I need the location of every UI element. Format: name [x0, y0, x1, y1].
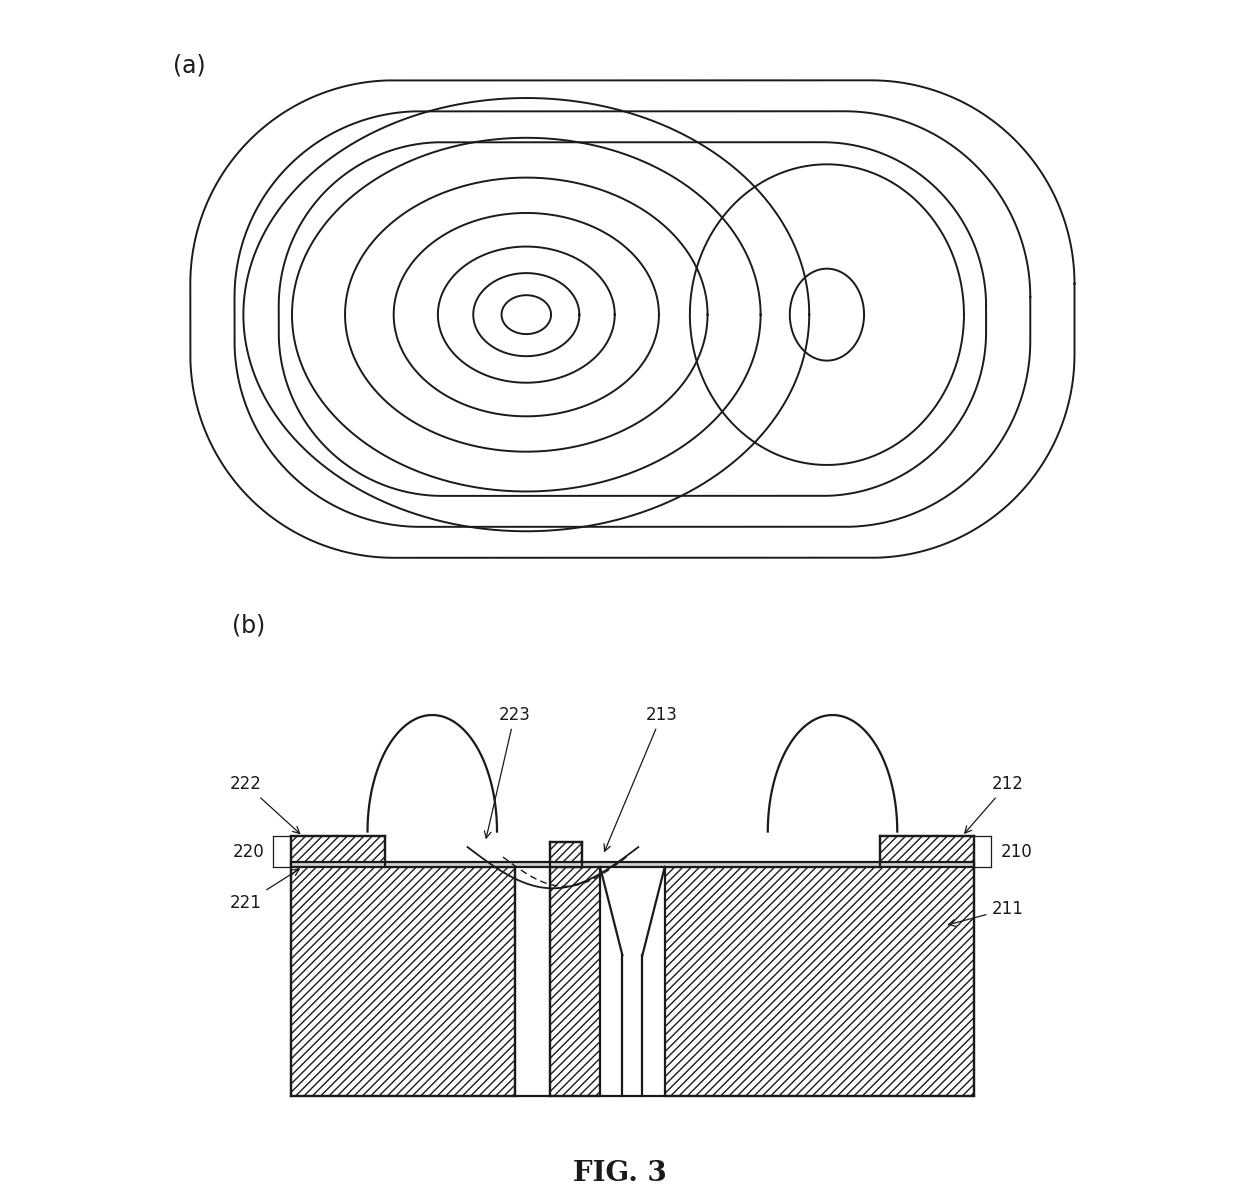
Polygon shape: [551, 842, 583, 867]
Text: 221: 221: [229, 869, 299, 913]
Polygon shape: [291, 837, 515, 1097]
Text: 220: 220: [233, 843, 264, 861]
Text: 212: 212: [965, 775, 1023, 833]
Text: 211: 211: [949, 899, 1023, 926]
Bar: [291, 862, 973, 867]
Text: 222: 222: [229, 775, 300, 833]
Polygon shape: [551, 867, 600, 1097]
Text: 223: 223: [485, 706, 531, 838]
Polygon shape: [665, 837, 973, 1097]
Polygon shape: [367, 715, 497, 832]
Text: (b): (b): [232, 614, 265, 638]
Text: FIG. 3: FIG. 3: [573, 1161, 667, 1187]
Text: 210: 210: [1001, 843, 1032, 861]
Polygon shape: [768, 715, 898, 832]
Text: 213: 213: [604, 706, 678, 851]
Text: (a): (a): [172, 54, 206, 78]
